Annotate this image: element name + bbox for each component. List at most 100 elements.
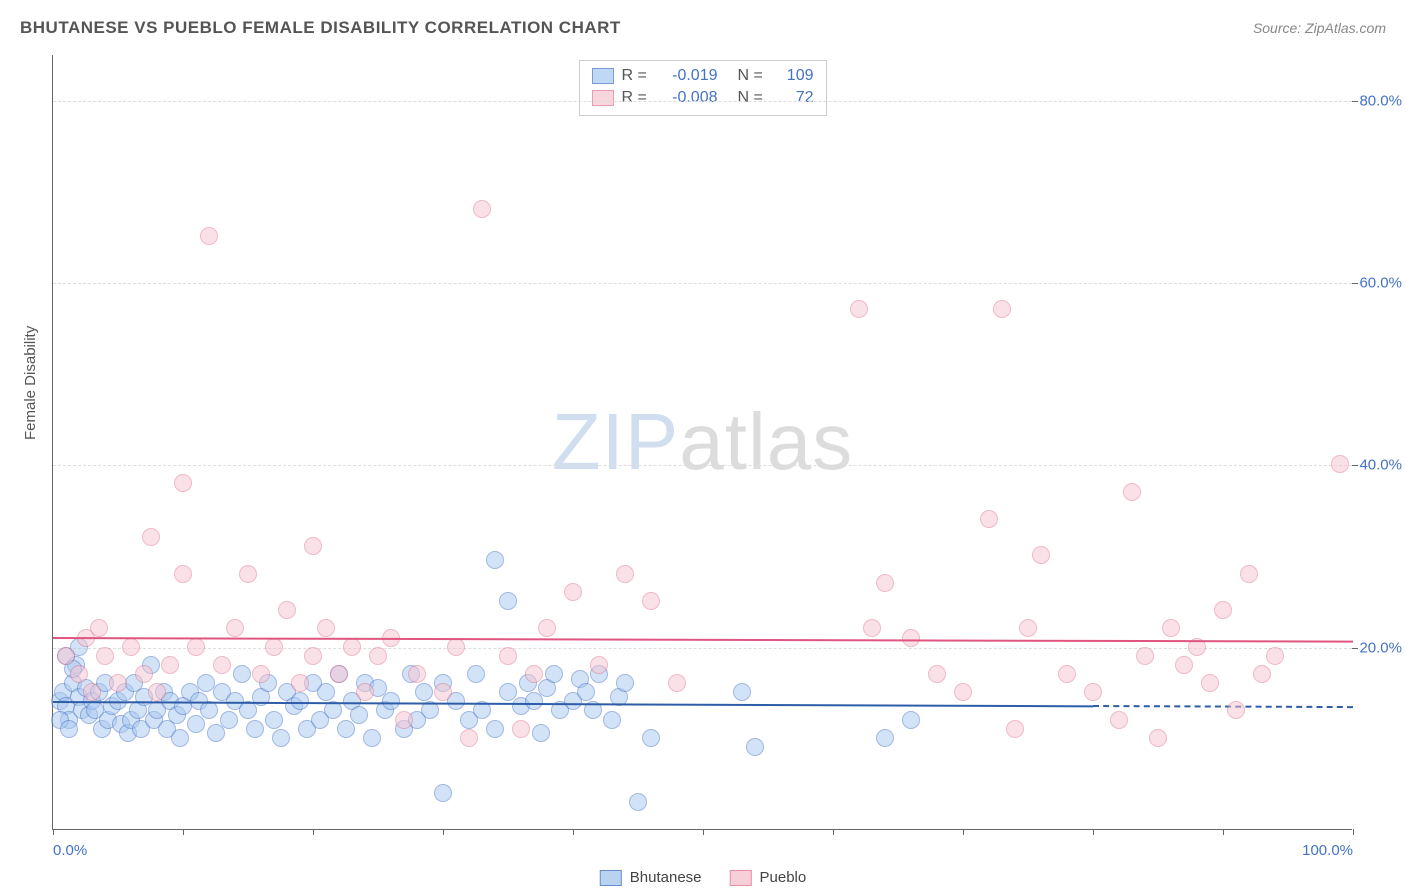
data-point — [330, 665, 348, 683]
data-point — [954, 683, 972, 701]
data-point — [1006, 720, 1024, 738]
data-point — [512, 720, 530, 738]
data-point — [1214, 601, 1232, 619]
chart-title: BHUTANESE VS PUEBLO FEMALE DISABILITY CO… — [20, 18, 621, 38]
data-point — [902, 629, 920, 647]
data-point — [486, 720, 504, 738]
data-point — [57, 647, 75, 665]
data-point — [96, 647, 114, 665]
series-legend: BhutanesePueblo — [600, 869, 806, 886]
data-point — [135, 665, 153, 683]
data-point — [171, 729, 189, 747]
data-point — [499, 592, 517, 610]
data-point — [1240, 565, 1258, 583]
data-point — [434, 683, 452, 701]
data-point — [642, 729, 660, 747]
data-point — [616, 565, 634, 583]
data-point — [499, 647, 517, 665]
data-point — [233, 665, 251, 683]
r-value: -0.008 — [658, 89, 718, 107]
data-point — [629, 793, 647, 811]
data-point — [564, 583, 582, 601]
data-point — [1084, 683, 1102, 701]
data-point — [174, 565, 192, 583]
y-tick-label: 80.0% — [1359, 92, 1402, 109]
x-tick — [1353, 829, 1354, 835]
data-point — [363, 729, 381, 747]
data-point — [902, 711, 920, 729]
data-point — [850, 300, 868, 318]
data-point — [187, 715, 205, 733]
data-point — [486, 551, 504, 569]
data-point — [90, 619, 108, 637]
data-point — [1201, 674, 1219, 692]
data-point — [1110, 711, 1128, 729]
trend-line — [53, 637, 1353, 643]
data-point — [415, 683, 433, 701]
x-tick — [573, 829, 574, 835]
y-tick-label: 20.0% — [1359, 639, 1402, 656]
data-point — [1175, 656, 1193, 674]
data-point — [993, 300, 1011, 318]
source-attribution: Source: ZipAtlas.com — [1253, 20, 1386, 36]
data-point — [337, 720, 355, 738]
x-tick — [313, 829, 314, 835]
data-point — [148, 683, 166, 701]
data-point — [174, 474, 192, 492]
data-point — [538, 619, 556, 637]
data-point — [291, 674, 309, 692]
gridline — [53, 465, 1352, 466]
data-point — [525, 665, 543, 683]
gridline — [53, 283, 1352, 284]
data-point — [252, 665, 270, 683]
data-point — [200, 701, 218, 719]
data-point — [356, 683, 374, 701]
r-value: -0.019 — [658, 67, 718, 85]
data-point — [220, 711, 238, 729]
data-point — [187, 638, 205, 656]
data-point — [278, 601, 296, 619]
data-point — [460, 729, 478, 747]
data-point — [1058, 665, 1076, 683]
data-point — [532, 724, 550, 742]
y-tick — [1352, 648, 1358, 649]
y-tick — [1352, 101, 1358, 102]
data-point — [408, 665, 426, 683]
x-tick — [53, 829, 54, 835]
y-tick-label: 60.0% — [1359, 274, 1402, 291]
gridline — [53, 648, 1352, 649]
correlation-legend: R =-0.019N =109R =-0.008N =72 — [579, 60, 827, 116]
data-point — [395, 711, 413, 729]
x-tick-label: 0.0% — [53, 842, 87, 859]
trend-line-dashed — [1093, 705, 1353, 708]
data-point — [447, 638, 465, 656]
data-point — [207, 724, 225, 742]
x-tick — [183, 829, 184, 835]
y-tick-label: 40.0% — [1359, 457, 1402, 474]
y-tick — [1352, 283, 1358, 284]
correlation-legend-row: R =-0.019N =109 — [592, 65, 814, 87]
data-point — [876, 574, 894, 592]
watermark-atlas: atlas — [679, 397, 853, 486]
data-point — [876, 729, 894, 747]
data-point — [473, 200, 491, 218]
r-label: R = — [622, 67, 650, 85]
data-point — [1253, 665, 1271, 683]
data-point — [733, 683, 751, 701]
gridline — [53, 101, 1352, 102]
data-point — [616, 674, 634, 692]
data-point — [239, 701, 257, 719]
data-point — [83, 683, 101, 701]
data-point — [265, 711, 283, 729]
data-point — [577, 683, 595, 701]
data-point — [304, 537, 322, 555]
correlation-legend-row: R =-0.008N =72 — [592, 87, 814, 109]
r-label: R = — [622, 89, 650, 107]
data-point — [60, 720, 78, 738]
n-label: N = — [738, 67, 766, 85]
scatter-chart: ZIPatlas R =-0.019N =109R =-0.008N =72 2… — [52, 55, 1352, 830]
data-point — [239, 565, 257, 583]
data-point — [467, 665, 485, 683]
data-point — [213, 656, 231, 674]
data-point — [980, 510, 998, 528]
